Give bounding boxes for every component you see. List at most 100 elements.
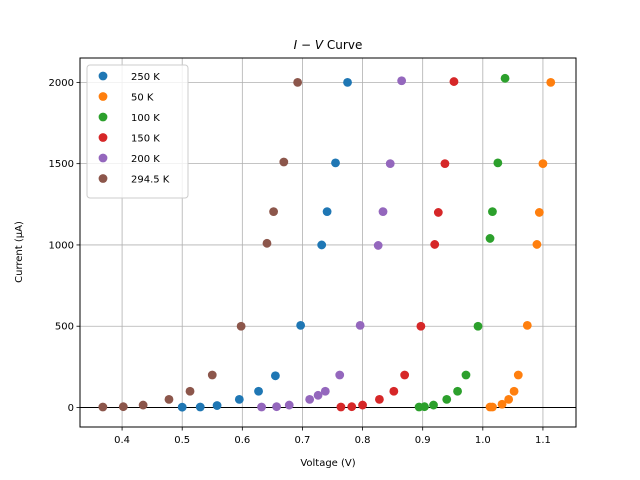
data-point bbox=[305, 394, 315, 404]
data-point bbox=[538, 159, 548, 169]
data-point bbox=[118, 402, 128, 412]
data-point bbox=[442, 394, 452, 404]
legend-marker bbox=[98, 92, 108, 101]
data-point bbox=[358, 400, 367, 410]
legend: 250 K 50 K 100 K 150 K 200 K 294.5 K bbox=[86, 64, 189, 199]
data-point bbox=[355, 321, 365, 330]
data-point bbox=[522, 321, 532, 330]
x-tick-label: 1.0 bbox=[475, 435, 491, 446]
data-point bbox=[331, 158, 340, 168]
data-point bbox=[335, 370, 345, 380]
legend-box bbox=[86, 64, 189, 199]
data-point bbox=[532, 240, 542, 249]
y-tick-label: 2000 bbox=[49, 78, 74, 89]
data-point bbox=[389, 386, 399, 396]
y-tick-label: 0 bbox=[68, 403, 74, 414]
data-point bbox=[212, 401, 222, 410]
data-point bbox=[269, 207, 278, 217]
legend-label: 250 K bbox=[131, 72, 160, 83]
data-point bbox=[296, 321, 306, 330]
title-suffix: Curve bbox=[323, 38, 362, 52]
x-tick-label: 0.4 bbox=[114, 435, 130, 446]
data-point bbox=[509, 386, 519, 396]
data-point bbox=[270, 371, 280, 381]
data-point bbox=[373, 241, 383, 250]
data-point bbox=[513, 370, 523, 380]
data-point bbox=[272, 402, 281, 412]
data-point bbox=[138, 400, 148, 410]
data-point bbox=[440, 159, 450, 169]
y-tick-label: 1000 bbox=[49, 240, 74, 251]
title-i: I bbox=[294, 38, 298, 52]
data-point bbox=[485, 234, 495, 243]
data-point bbox=[473, 321, 483, 331]
data-point bbox=[177, 402, 187, 412]
data-point bbox=[98, 402, 108, 412]
legend-marker bbox=[98, 112, 108, 122]
data-point bbox=[397, 76, 407, 86]
x-tick-label: 0.8 bbox=[355, 435, 371, 446]
data-point bbox=[453, 386, 462, 396]
data-point bbox=[420, 402, 429, 412]
data-point bbox=[185, 386, 195, 396]
legend-marker bbox=[98, 174, 108, 183]
legend-label: 200 K bbox=[131, 154, 160, 165]
data-point bbox=[400, 370, 410, 380]
legend-marker bbox=[98, 133, 108, 142]
data-point bbox=[207, 370, 217, 380]
data-point bbox=[279, 157, 289, 167]
data-point bbox=[433, 208, 443, 217]
data-point bbox=[195, 402, 205, 412]
data-point bbox=[375, 394, 384, 404]
data-point bbox=[317, 240, 327, 250]
data-point bbox=[430, 240, 440, 249]
data-point bbox=[262, 238, 272, 248]
data-point bbox=[164, 394, 174, 404]
data-point bbox=[497, 399, 507, 409]
data-point bbox=[313, 390, 323, 400]
data-point bbox=[322, 207, 332, 217]
x-tick-label: 0.9 bbox=[415, 435, 431, 446]
data-point bbox=[534, 208, 544, 217]
legend-marker bbox=[98, 153, 108, 163]
x-axis-label: Voltage (V) bbox=[300, 458, 355, 469]
data-point bbox=[236, 321, 246, 331]
data-point bbox=[336, 402, 346, 412]
x-tick-label: 0.5 bbox=[174, 435, 190, 446]
x-tick-label: 1.1 bbox=[535, 435, 551, 446]
data-point bbox=[416, 321, 426, 331]
y-axis-ticks: 0 500 1000 1500 2000 bbox=[49, 78, 80, 414]
data-points bbox=[98, 73, 556, 412]
legend-label: 50 K bbox=[131, 92, 154, 103]
legend-label: 100 K bbox=[131, 113, 160, 124]
plot-frame bbox=[79, 57, 577, 428]
data-point bbox=[429, 400, 438, 410]
title-v: V bbox=[315, 38, 324, 52]
data-point bbox=[378, 207, 388, 217]
data-point bbox=[504, 394, 514, 404]
x-tick-label: 0.6 bbox=[234, 435, 250, 446]
data-point bbox=[500, 73, 510, 83]
legend-marker bbox=[98, 71, 108, 81]
data-point bbox=[320, 386, 330, 396]
title-separator: − bbox=[297, 38, 315, 52]
data-point bbox=[385, 159, 395, 169]
data-point bbox=[449, 77, 459, 86]
data-point bbox=[461, 370, 471, 380]
data-point bbox=[488, 207, 497, 217]
data-point bbox=[493, 158, 503, 168]
data-point bbox=[546, 77, 556, 87]
data-point bbox=[347, 402, 357, 412]
y-tick-label: 1500 bbox=[49, 159, 74, 170]
data-point bbox=[343, 77, 352, 87]
data-point bbox=[284, 400, 294, 410]
data-point bbox=[254, 386, 263, 396]
data-point bbox=[488, 402, 497, 412]
x-axis-ticks: 0.4 0.5 0.6 0.7 0.8 0.9 1.0 1.1 bbox=[114, 427, 551, 446]
data-point bbox=[293, 77, 303, 87]
legend-label: 294.5 K bbox=[131, 174, 170, 185]
data-point bbox=[234, 394, 244, 404]
legend-label: 150 K bbox=[131, 133, 160, 144]
data-point bbox=[257, 402, 266, 412]
